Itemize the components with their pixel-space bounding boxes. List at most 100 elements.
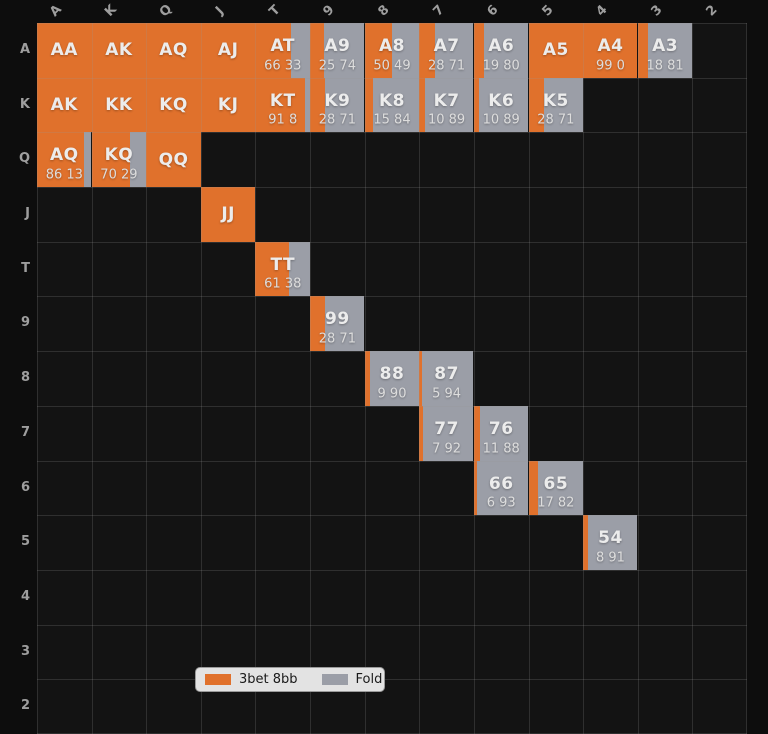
grid-line-horizontal	[37, 679, 747, 680]
x-axis-label-8: 8	[375, 2, 393, 20]
bet3-bar	[91, 77, 147, 133]
hand-label: AK	[105, 40, 133, 61]
bet3-bar	[364, 77, 373, 133]
grid-line-horizontal	[37, 187, 747, 188]
cell-KQ-rQcK: KQ 70 29	[91, 132, 147, 188]
cell-KK-rKcK: KK	[91, 77, 147, 133]
hand-label: K5	[542, 90, 569, 111]
x-axis-label-J: J	[213, 3, 228, 19]
cell-JJ-rJcJ: JJ	[200, 187, 256, 242]
hand-label: QQ	[158, 149, 189, 170]
hand-percentages: 7 92	[432, 441, 462, 456]
hand-label: 77	[434, 418, 459, 439]
legend-label-3bet: 3bet 8bb	[239, 672, 298, 687]
hand-label: AT	[270, 35, 295, 56]
y-axis-label-J: J	[25, 206, 30, 222]
x-axis-label-T: T	[266, 2, 284, 20]
cell-QQ-rQcQ: QQ	[146, 132, 201, 188]
hand-label: KQ	[104, 145, 134, 166]
hand-label: 87	[434, 364, 459, 385]
x-axis-label-4: 4	[593, 2, 611, 20]
grid-line-vertical	[37, 23, 38, 734]
bet3-bar	[200, 77, 256, 133]
grid-line-vertical	[255, 23, 256, 734]
bet3-bar	[364, 23, 392, 78]
hand-percentages: 5 94	[432, 386, 462, 402]
bet3-bar	[255, 23, 292, 78]
y-axis-label-8: 8	[20, 370, 30, 386]
x-axis-label-3: 3	[648, 2, 666, 20]
fold-bar	[477, 460, 528, 516]
cell-AJ-rAcJ: AJ	[200, 23, 256, 78]
hand-percentages: 10 89	[427, 112, 466, 128]
bet3-bar	[146, 23, 201, 78]
cell-A4-rAc4: A4 99 0	[583, 23, 638, 78]
hand-label: 76	[488, 418, 514, 439]
bet3-bar	[37, 23, 92, 78]
grid-line-vertical	[419, 23, 420, 734]
fold-bar	[479, 77, 528, 133]
hand-percentages: 28 71	[537, 112, 575, 128]
hand-label: 99	[325, 309, 350, 330]
hand-label: 88	[379, 364, 405, 385]
bet3-bar	[419, 405, 424, 461]
cell-99-r9c9: 99 28 71	[310, 296, 365, 352]
bet3-bar	[255, 77, 306, 133]
cell-AQ-rAcQ: AQ	[146, 23, 201, 78]
grid-line-vertical	[201, 23, 202, 734]
hand-percentages: 8 91	[595, 550, 625, 566]
hand-label: A4	[597, 35, 624, 56]
grid-line-vertical	[474, 23, 475, 734]
y-axis-label-4: 4	[20, 588, 30, 604]
bet3-bar	[473, 77, 480, 133]
bet3-bar	[473, 405, 480, 461]
hand-label: K8	[378, 90, 405, 111]
bet3-bar	[200, 187, 256, 242]
bet3-bar	[146, 132, 201, 188]
bet3-bar	[364, 351, 370, 406]
hand-percentages: 28 71	[427, 58, 466, 74]
cell-A7-rAc7: A7 28 71	[419, 23, 474, 78]
hand-label: KQ	[159, 95, 188, 116]
grid-line-horizontal	[37, 132, 747, 133]
fold-bar	[391, 23, 419, 78]
hand-label: K6	[488, 90, 515, 111]
grid-line-horizontal	[37, 351, 747, 352]
bet3-bar	[419, 23, 435, 78]
hand-label: 66	[488, 473, 514, 494]
cell-K5-rKc5: K5 28 71	[528, 77, 584, 133]
hand-percentages: 28 71	[318, 112, 356, 128]
bet3-bar	[146, 77, 201, 133]
legend-swatch-fold	[321, 674, 348, 685]
hand-label: A5	[542, 40, 569, 61]
hand-label: TT	[270, 254, 296, 275]
cell-65-r6c5: 65 17 82	[528, 460, 584, 516]
y-axis-label-7: 7	[20, 424, 30, 440]
x-axis-label-6: 6	[484, 2, 502, 20]
hand-label: AA	[50, 40, 78, 61]
y-axis-label-T: T	[21, 260, 30, 276]
hand-label: KJ	[217, 95, 239, 116]
hand-percentages: 9 90	[377, 386, 407, 402]
x-axis-label-9: 9	[320, 2, 338, 20]
bet3-bar	[473, 460, 478, 516]
cell-AT-rAcT: AT 66 33	[255, 23, 310, 78]
hand-label: AJ	[217, 40, 239, 61]
x-axis-label-Q: Q	[156, 1, 175, 21]
bet3-bar	[91, 132, 130, 188]
hand-label: AK	[50, 95, 78, 116]
x-axis-label-A: A	[47, 2, 66, 20]
bet3-bar	[528, 23, 584, 78]
grid-line-horizontal	[37, 23, 747, 24]
hand-percentages: 11 88	[482, 441, 520, 456]
bet3-bar	[637, 23, 648, 78]
hand-percentages: 6 93	[486, 495, 516, 511]
y-axis-label-6: 6	[20, 479, 30, 495]
cell-K8-rKc8: K8 15 84	[364, 77, 420, 133]
cell-AA-rAcA: AA	[37, 23, 92, 78]
hand-label: A7	[433, 35, 460, 56]
bet3-bar	[310, 296, 326, 352]
legend-swatch-3bet	[205, 674, 231, 685]
y-axis-label-A: A	[19, 42, 30, 57]
